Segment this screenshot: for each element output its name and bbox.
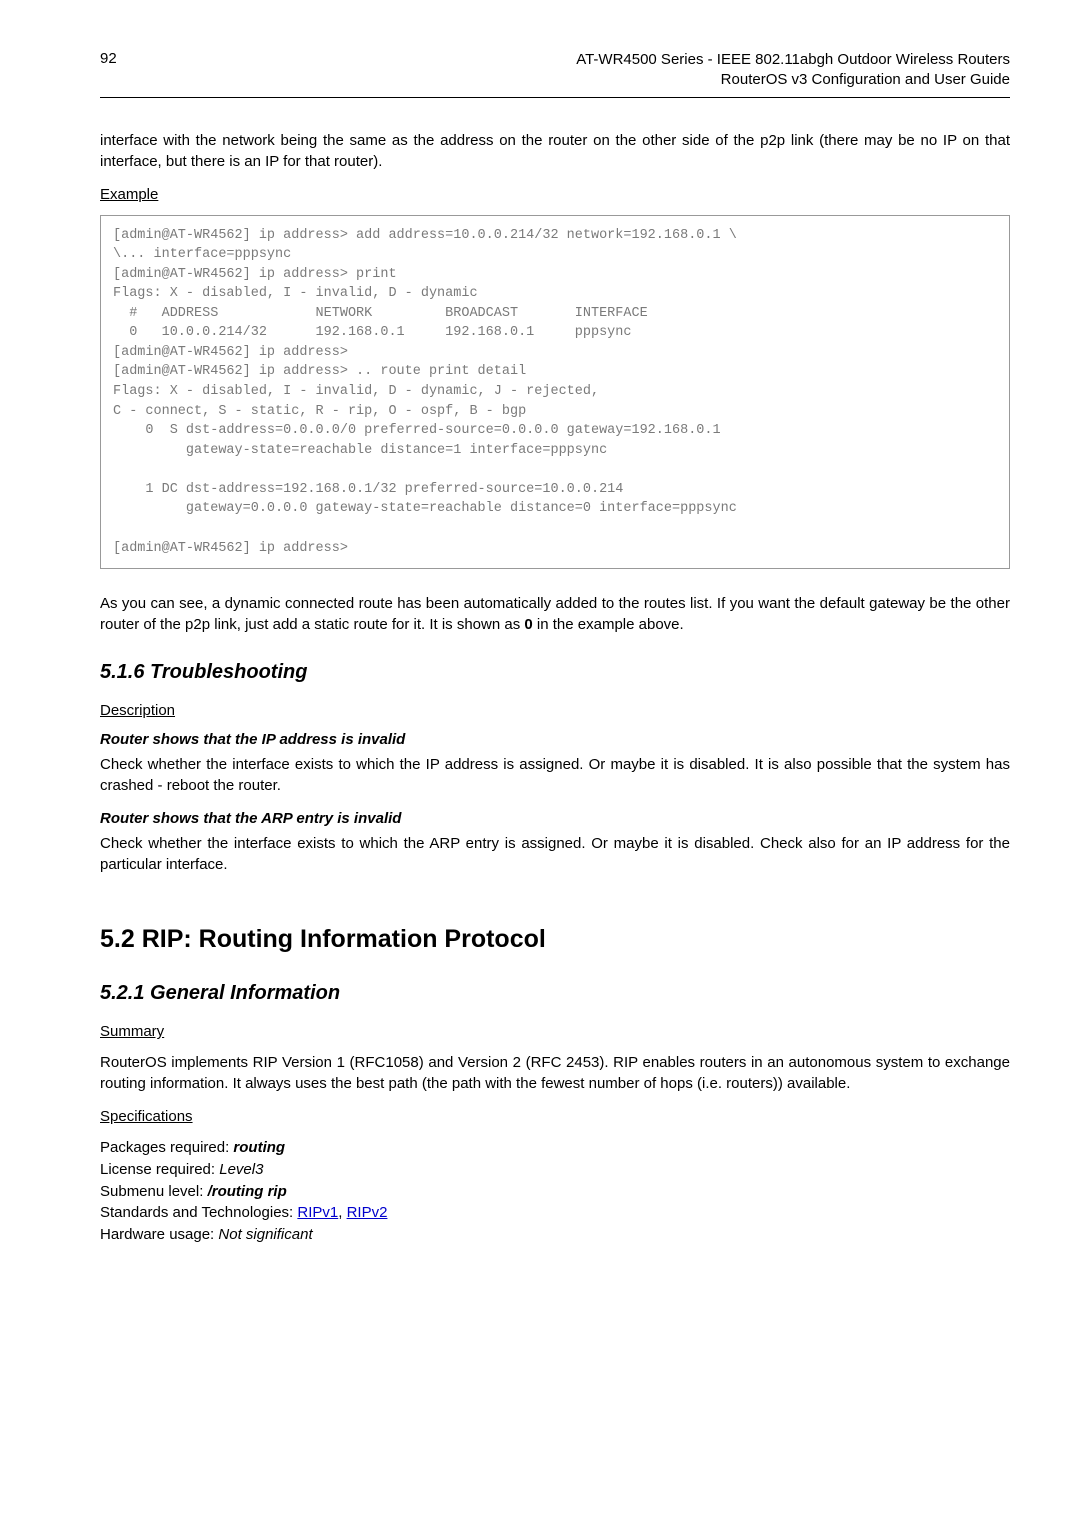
header-line-1: AT-WR4500 Series - IEEE 802.11abgh Outdo… — [576, 50, 1010, 70]
spec-license-label: License required: — [100, 1161, 219, 1178]
header-title-block: AT-WR4500 Series - IEEE 802.11abgh Outdo… — [576, 50, 1010, 91]
spec-license: License required: Level3 — [100, 1159, 1010, 1181]
spec-standards-label: Standards and Technologies: — [100, 1204, 297, 1221]
general-info-heading: 5.2.1 General Information — [100, 982, 1010, 1005]
spec-hardware-value: Not significant — [218, 1226, 312, 1243]
ts1-paragraph: Check whether the interface exists to wh… — [100, 754, 1010, 796]
summary-heading: Summary — [100, 1023, 1010, 1040]
spec-link-separator: , — [338, 1204, 346, 1221]
after-code-text-2: in the example above. — [533, 616, 684, 633]
spec-packages-label: Packages required: — [100, 1139, 233, 1156]
after-code-bold: 0 — [524, 616, 532, 633]
after-code-paragraph: As you can see, a dynamic connected rout… — [100, 593, 1010, 635]
spec-submenu: Submenu level: /routing rip — [100, 1181, 1010, 1203]
spec-packages-value: routing — [233, 1139, 285, 1156]
spec-packages: Packages required: routing — [100, 1137, 1010, 1159]
ts2-paragraph: Check whether the interface exists to wh… — [100, 833, 1010, 875]
ripv1-link[interactable]: RIPv1 — [297, 1204, 338, 1221]
spec-submenu-value: /routing rip — [208, 1183, 287, 1200]
specifications-block: Packages required: routing License requi… — [100, 1137, 1010, 1246]
header-line-2: RouterOS v3 Configuration and User Guide — [576, 70, 1010, 90]
code-example: [admin@AT-WR4562] ip address> add addres… — [100, 215, 1010, 570]
page-header: 92 AT-WR4500 Series - IEEE 802.11abgh Ou… — [100, 50, 1010, 98]
description-heading: Description — [100, 702, 1010, 719]
ts2-heading: Router shows that the ARP entry is inval… — [100, 810, 1010, 827]
summary-paragraph: RouterOS implements RIP Version 1 (RFC10… — [100, 1052, 1010, 1094]
troubleshooting-heading: 5.1.6 Troubleshooting — [100, 661, 1010, 684]
ts1-heading: Router shows that the IP address is inva… — [100, 731, 1010, 748]
specifications-heading: Specifications — [100, 1108, 1010, 1125]
spec-hardware: Hardware usage: Not significant — [100, 1224, 1010, 1246]
spec-submenu-label: Submenu level: — [100, 1183, 208, 1200]
spec-hardware-label: Hardware usage: — [100, 1226, 218, 1243]
ripv2-link[interactable]: RIPv2 — [347, 1204, 388, 1221]
page-number: 92 — [100, 50, 117, 67]
rip-heading: 5.2 RIP: Routing Information Protocol — [100, 925, 1010, 954]
spec-license-value: Level3 — [219, 1161, 263, 1178]
example-heading: Example — [100, 186, 1010, 203]
spec-standards: Standards and Technologies: RIPv1, RIPv2 — [100, 1202, 1010, 1224]
intro-paragraph: interface with the network being the sam… — [100, 130, 1010, 172]
